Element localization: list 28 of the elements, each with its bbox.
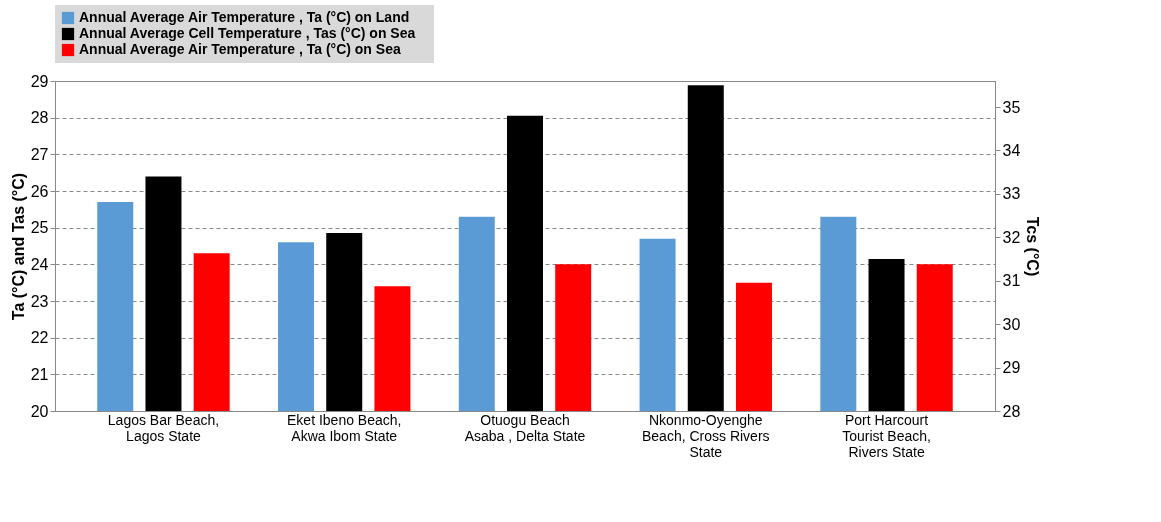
y2-tick-label: 35 — [1002, 98, 1021, 116]
x-tick-label: Lagos Bar Beach, Lagos State — [107, 411, 220, 444]
y2-tick-label: 28 — [1002, 402, 1021, 420]
y-tick-label: 27 — [30, 145, 49, 163]
y-tick-label: 28 — [30, 109, 49, 127]
y2-tick-label: 34 — [1002, 141, 1021, 159]
x-tick-label: Nkonmo-Oyenghe Beach, Cross Rivers State — [641, 411, 770, 460]
y2-tick-label: 33 — [1002, 185, 1021, 203]
x-tick-label: Port Harcourt Tourist Beach, Rivers State — [842, 411, 931, 460]
y2-tick-label: 29 — [1002, 359, 1021, 377]
y-tick-label: 24 — [30, 255, 49, 273]
y2-tick-label: 32 — [1002, 228, 1021, 246]
legend-label: Annual Average Air Temperature , Ta (°C) on Land — [79, 9, 410, 25]
y2-axis-title: Tcs (°C) — [1024, 216, 1042, 277]
y-tick-label: 29 — [30, 72, 49, 90]
y-axis-title: Ta (°C) and Tas (°C) — [9, 172, 27, 321]
y-tick-label: 21 — [30, 365, 49, 383]
y-tick-label: 26 — [30, 182, 49, 200]
y-tick-label: 22 — [30, 329, 49, 347]
legend-label: Annual Average Cell Temperature , Tas (°C) on Sea — [79, 25, 416, 41]
x-tick-label: Otuogu Beach Asaba , Delta State — [464, 411, 586, 444]
y-tick-label: 25 — [30, 219, 49, 237]
y-tick-label: 20 — [30, 402, 49, 420]
x-tick-label: Eket Ibeno Beach, Akwa Ibom State — [287, 411, 402, 444]
y-tick-label: 23 — [30, 292, 49, 310]
y2-tick-label: 30 — [1002, 315, 1021, 333]
y2-tick-label: 31 — [1002, 272, 1021, 290]
legend-label: Annual Average Air Temperature , Ta (°C) on Sea — [79, 41, 401, 57]
